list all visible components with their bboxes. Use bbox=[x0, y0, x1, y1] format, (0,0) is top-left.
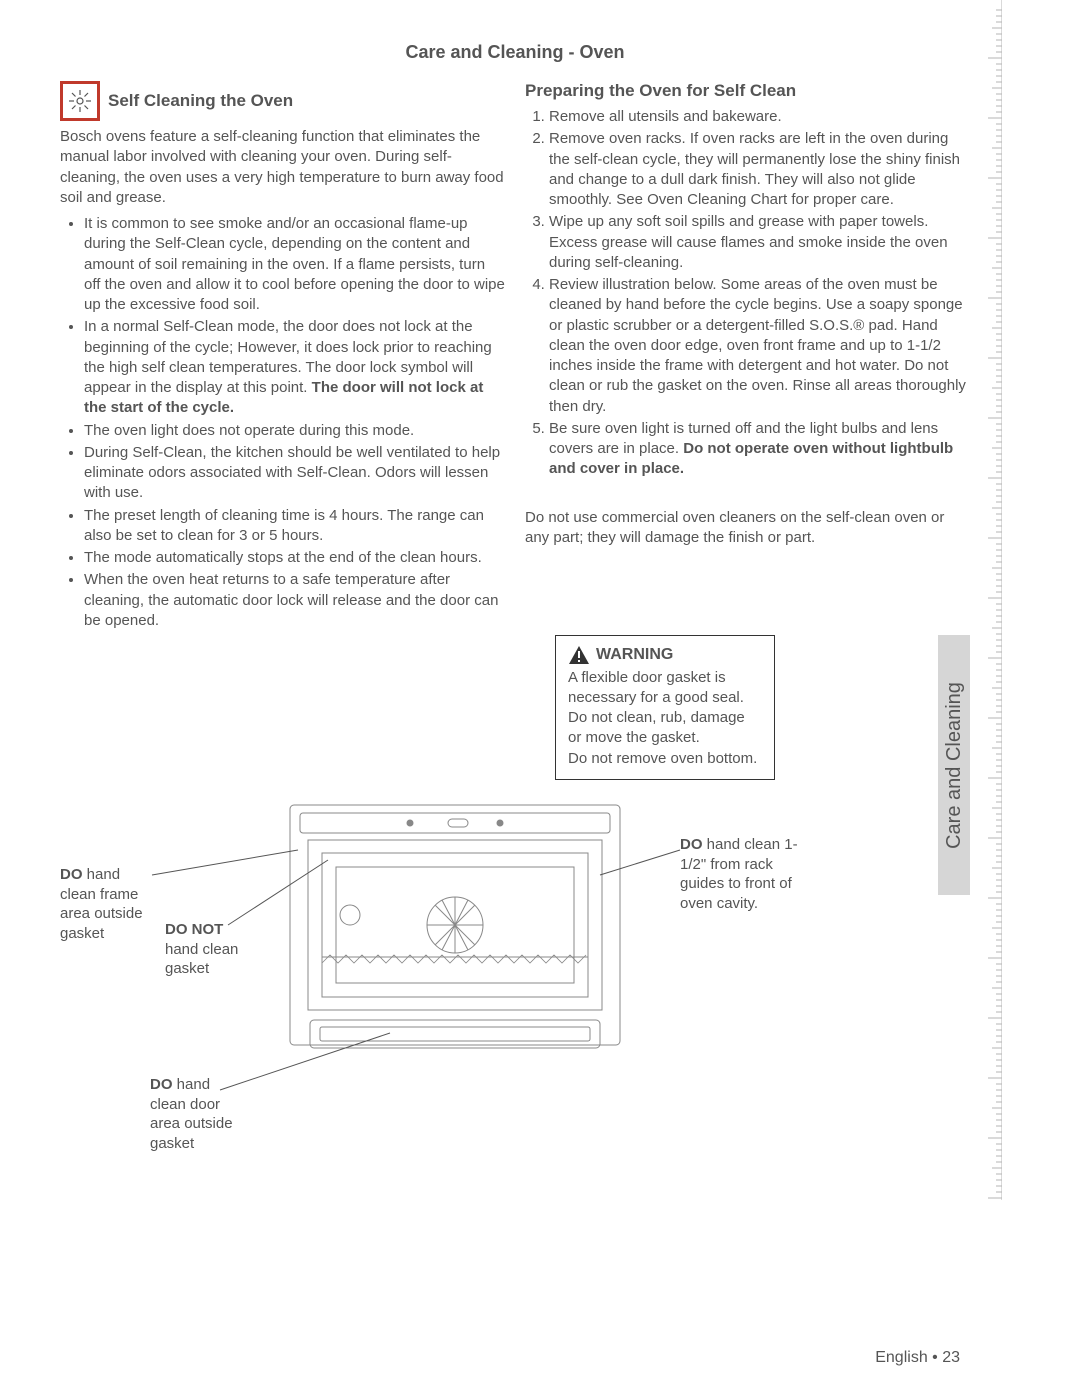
callout-door: DO hand clean door area outside gasket bbox=[150, 1075, 240, 1153]
warning-label: WARNING bbox=[596, 644, 673, 666]
callout-frame: DO hand clean frame area outside gasket bbox=[60, 865, 150, 943]
bold-text: The door will not lock at the start of t… bbox=[84, 379, 483, 416]
selfclean-icon bbox=[60, 81, 100, 121]
bold-text: Do not operate oven without lightbulb an… bbox=[549, 440, 953, 477]
list-item: Be sure oven light is turned off and the… bbox=[549, 419, 970, 480]
content-columns: Self Cleaning the Oven Bosch ovens featu… bbox=[60, 81, 970, 633]
list-item: Wipe up any soft soil spills and grease … bbox=[549, 212, 970, 273]
left-column: Self Cleaning the Oven Bosch ovens featu… bbox=[60, 81, 505, 633]
callout-bold: DO NOT bbox=[165, 921, 223, 938]
list-item: Review illustration below. Some areas of… bbox=[549, 275, 970, 417]
warning-box: WARNING A flexible door gasket is necess… bbox=[555, 635, 775, 780]
oven-diagram: DO hand clean frame area outside gasket … bbox=[60, 795, 880, 1175]
list-item: Remove oven racks. If oven racks are lef… bbox=[549, 129, 970, 210]
side-tab: Care and Cleaning bbox=[938, 635, 970, 895]
callout-bold: DO bbox=[60, 866, 83, 883]
list-item: Remove all utensils and bakeware. bbox=[549, 107, 970, 127]
list-item: When the oven heat returns to a safe tem… bbox=[84, 570, 505, 631]
right-column: Preparing the Oven for Self Clean Remove… bbox=[525, 81, 970, 633]
list-item: In a normal Self-Clean mode, the door do… bbox=[84, 317, 505, 418]
oven-illustration bbox=[280, 795, 630, 1095]
right-ordered-list: Remove all utensils and bakeware. Remove… bbox=[525, 107, 970, 480]
list-item: It is common to see smoke and/or an occa… bbox=[84, 214, 505, 315]
list-item: During Self-Clean, the kitchen should be… bbox=[84, 443, 505, 504]
list-item: The preset length of cleaning time is 4 … bbox=[84, 506, 505, 547]
warning-title: WARNING bbox=[568, 644, 762, 666]
warning-icon bbox=[568, 645, 590, 665]
page-footer: English • 23 bbox=[875, 1349, 960, 1367]
list-item: The oven light does not operate during t… bbox=[84, 421, 505, 441]
callout-cavity: DO hand clean 1-1/2" from rack guides to… bbox=[680, 835, 810, 913]
warning-text-2: Do not remove oven bottom. bbox=[568, 749, 762, 769]
list-item: The mode automatically stops at the end … bbox=[84, 548, 505, 568]
right-after-text: Do not use commercial oven cleaners on t… bbox=[525, 508, 970, 549]
section-header-left: Self Cleaning the Oven bbox=[60, 81, 505, 121]
left-intro: Bosch ovens feature a self-cleaning func… bbox=[60, 127, 505, 208]
ruler-decoration bbox=[972, 0, 1002, 1200]
page-title: Care and Cleaning - Oven bbox=[60, 42, 970, 63]
side-tab-label: Care and Cleaning bbox=[943, 682, 966, 849]
callout-gasket: DO NOT hand clean gasket bbox=[165, 920, 245, 979]
left-bullet-list: It is common to see smoke and/or an occa… bbox=[60, 214, 505, 631]
warning-text-1: A flexible door gasket is necessary for … bbox=[568, 668, 762, 749]
right-section-title: Preparing the Oven for Self Clean bbox=[525, 81, 970, 101]
callout-bold: DO bbox=[150, 1076, 173, 1093]
callout-text: hand clean gasket bbox=[165, 941, 238, 978]
left-section-title: Self Cleaning the Oven bbox=[108, 91, 293, 111]
callout-bold: DO bbox=[680, 836, 703, 853]
